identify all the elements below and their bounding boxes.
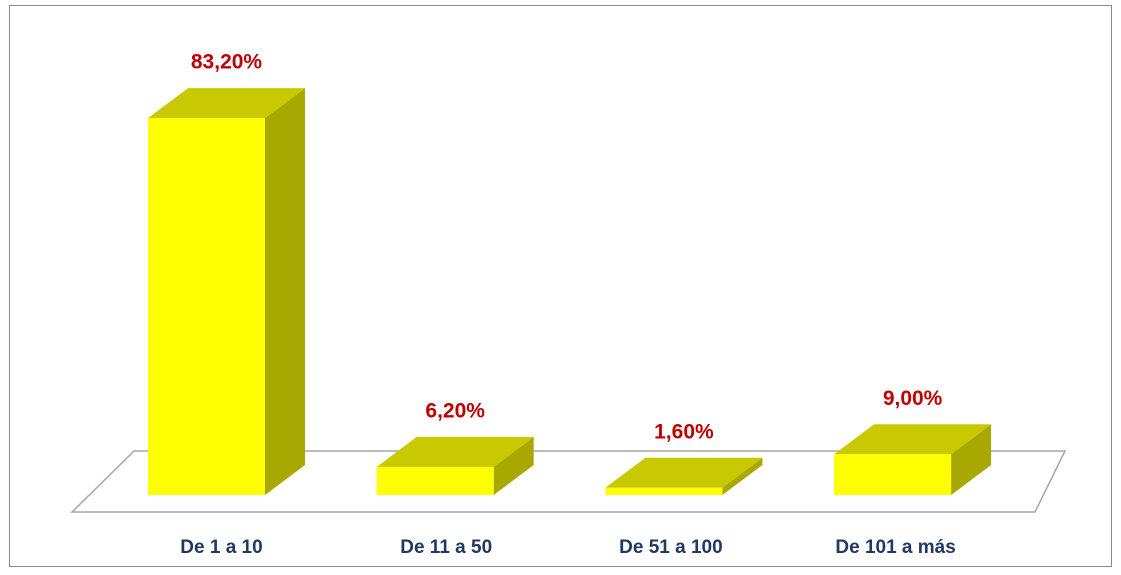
bar [148, 88, 305, 495]
x-tick-label: De 51 a 100 [619, 537, 723, 558]
value-label: 9,00% [883, 387, 943, 410]
bar-top [376, 436, 534, 467]
bar-side [951, 424, 992, 495]
bar-front [834, 454, 952, 495]
bar-top [605, 457, 763, 488]
bar-front [605, 487, 723, 495]
bar-side [265, 88, 305, 495]
floor [70, 450, 1067, 513]
bar [834, 424, 992, 495]
bar-front [148, 118, 265, 495]
bar-side [722, 457, 763, 495]
bar [605, 457, 763, 495]
bar-front [376, 466, 494, 495]
bar [376, 436, 534, 495]
x-tick-label: De 1 a 10 [180, 537, 262, 558]
bar-top [148, 88, 305, 119]
x-tick-label: De 11 a 50 [400, 537, 492, 558]
value-label: 6,20% [425, 399, 485, 422]
value-label: 83,20% [191, 51, 263, 74]
value-label: 1,60% [654, 420, 714, 443]
bar-side [493, 436, 534, 495]
x-tick-label: De 101 a más [835, 537, 955, 558]
bar-top [834, 424, 992, 455]
